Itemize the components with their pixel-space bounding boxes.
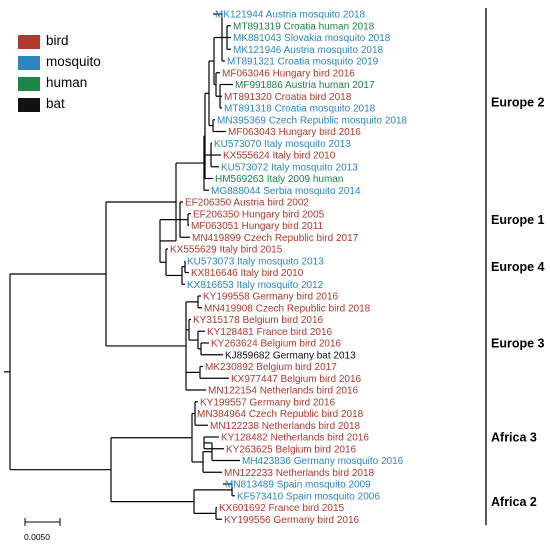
tip-label: KY128481 France bird 2016 [207, 327, 333, 338]
tip-label: MK121944 Austria mosquito 2018 [215, 10, 366, 21]
tip-label: KY315178 Belgium bird 2016 [193, 315, 324, 326]
clade-label: Europe 4 [491, 260, 545, 274]
tip-label: MT891318 Croatia mosquito 2018 [224, 104, 376, 115]
tip-label: MN384964 Czech Republic bird 2018 [197, 409, 364, 420]
legend-label-bird: bird [46, 33, 69, 48]
tip-label: KX816646 Italy bird 2010 [191, 268, 304, 279]
tip-label: MN395369 Czech Republic mosquito 2018 [217, 115, 408, 126]
tip-label: KX555629 Italy bird 2015 [170, 245, 283, 256]
tip-label: KY128482 Netherlands bird 2016 [221, 433, 369, 444]
tip-label: MK881043 Slovakia mosquito 2018 [233, 33, 391, 44]
tip-label: MN813489 Spain mosquito 2009 [225, 480, 371, 491]
tip-label: KX977447 Belgium bird 2016 [231, 374, 362, 385]
tip-label: KF573410 Spain mosquito 2006 [237, 491, 380, 502]
legend-label-human: human [46, 75, 88, 90]
tip-label: KX816653 Italy mosquito 2012 [187, 280, 324, 291]
tip-label: MK230892 Belgium bird 2017 [205, 362, 337, 373]
clade-brackets: Europe 2 Europe 1 Europe 4 Europe 3 Africa 3… [485, 8, 545, 526]
tip-label: EF206350 Hungary bird 2005 [193, 209, 325, 220]
clade-label: Europe 2 [491, 96, 545, 110]
tip-label: KU573072 Italy mosquito 2013 [221, 162, 358, 173]
tip-label: MG888044 Serbia mosquito 2014 [211, 186, 361, 197]
tip-label: MN419899 Czech Republic bird 2017 [192, 233, 359, 244]
legend-swatch-human [18, 77, 40, 91]
tip-label: MF991886 Austria human 2017 [235, 80, 375, 91]
tip-label: MN122238 Netherlands bird 2018 [210, 421, 361, 432]
tip-label: KY263624 Belgium bird 2016 [211, 339, 342, 350]
tip-label: MN419908 Czech Republic bird 2018 [204, 303, 371, 314]
tip-label: KX555624 Italy bird 2010 [223, 151, 336, 162]
tip-label: MH423836 Germany mosquito 2016 [242, 456, 404, 467]
tip-label: MK121946 Austria mosquito 2018 [233, 45, 384, 56]
tip-label: MT891320 Croatia bird 2018 [224, 92, 352, 103]
tip-label: KY263625 Belgium bird 2016 [226, 444, 357, 455]
legend-label-bat: bat [46, 96, 65, 111]
scale-bar-label: 0.0050 [24, 532, 50, 542]
tip-label: KU573073 Italy mosquito 2013 [187, 256, 324, 267]
tip-label: MF063043 Hungary bird 2016 [228, 127, 361, 138]
tip-label: MT891319 Croatia human 2018 [233, 21, 375, 32]
tip-label: EF206350 Austria bird 2002 [185, 198, 309, 209]
clade-label: Europe 1 [491, 213, 545, 227]
tip-label: KY199557 Germany bird 2016 [200, 397, 336, 408]
clade-label: Europe 3 [491, 337, 545, 351]
clade-label: Africa 3 [491, 431, 537, 445]
tip-label: MF063051 Hungary bird 2011 [191, 221, 324, 232]
tree-branches [4, 13, 240, 520]
scale-bar [24, 518, 61, 526]
tip-label: KU573070 Italy mosquito 2013 [214, 139, 351, 150]
legend-swatch-mosquito [18, 56, 40, 70]
tip-label: MN122233 Netherlands bird 2018 [224, 468, 375, 479]
tip-label: MT891321 Croatia mosquito 2019 [227, 57, 379, 68]
tip-label: MN122154 Netherlands bird 2016 [208, 386, 359, 397]
tip-label: KX601692 France bird 2015 [219, 503, 345, 514]
legend-swatch-bat [18, 98, 40, 112]
legend-swatch-bird [18, 35, 40, 49]
tip-label: MF063046 Hungary bird 2016 [222, 68, 355, 79]
tip-label: HM569263 Italy 2009 human [215, 174, 343, 185]
tip-label: KJ859682 Germany bat 2013 [225, 350, 356, 361]
legend-label-mosquito: mosquito [46, 54, 101, 69]
tip-label: KY199558 Germany bird 2016 [203, 292, 339, 303]
tip-label: KY199556 Germany bird 2016 [224, 515, 360, 526]
clade-label: Africa 2 [491, 495, 537, 509]
